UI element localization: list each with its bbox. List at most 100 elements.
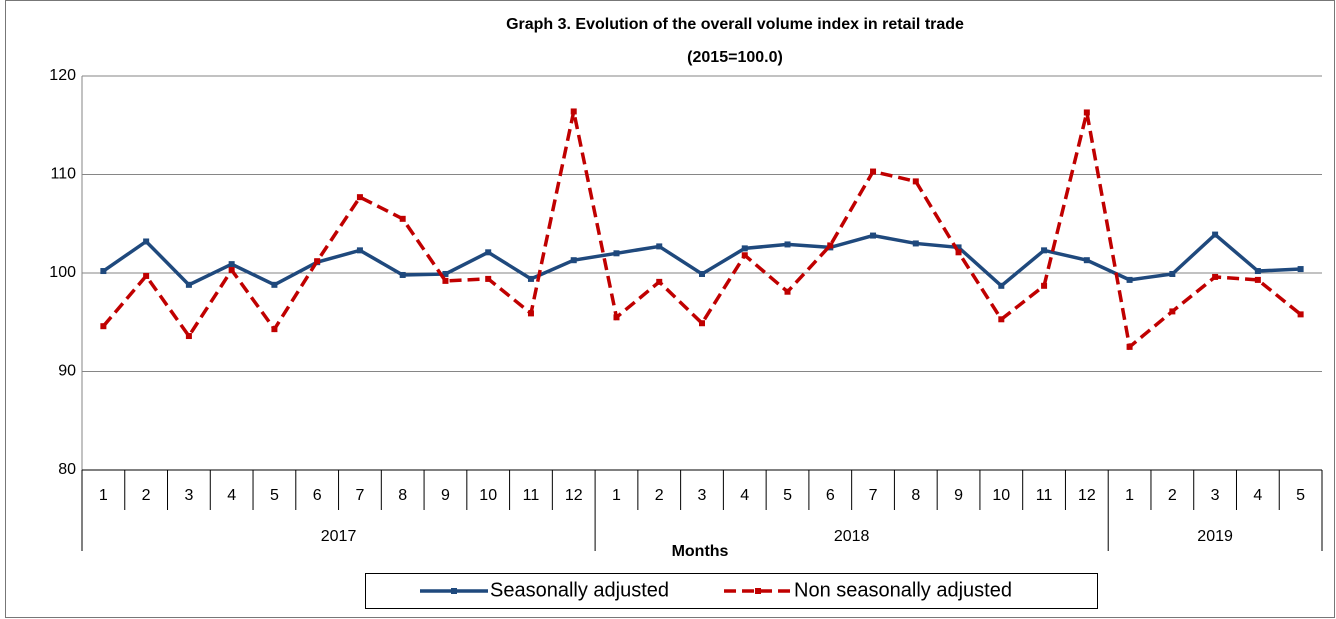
x-axis-label: Months — [672, 543, 729, 560]
x-tick-label: 5 — [783, 487, 792, 504]
legend-marker — [755, 588, 762, 594]
data-point — [912, 240, 919, 247]
x-tick-label: 5 — [270, 487, 279, 504]
data-point — [784, 288, 791, 295]
x-tick-label: 8 — [398, 487, 407, 504]
data-point — [1212, 231, 1219, 238]
data-point — [699, 320, 705, 327]
data-point — [356, 247, 363, 254]
data-point — [741, 252, 748, 259]
data-point — [998, 282, 1005, 289]
data-point — [656, 278, 663, 285]
x-tick-label: 2 — [655, 487, 664, 504]
data-point — [185, 281, 192, 288]
data-point — [1254, 276, 1261, 283]
legend-label: Non seasonally adjusted — [794, 579, 1012, 601]
x-tick-label: 3 — [184, 487, 193, 504]
x-tick-label: 6 — [313, 487, 322, 504]
legend-marker — [451, 588, 457, 594]
data-point — [741, 245, 748, 252]
x-group-label: 2017 — [321, 528, 357, 545]
data-point — [613, 314, 620, 321]
data-point — [1169, 270, 1176, 277]
data-point — [955, 244, 962, 251]
x-tick-label: 7 — [869, 487, 878, 504]
x-tick-label: 3 — [698, 487, 707, 504]
x-tick-label: 2 — [1168, 487, 1177, 504]
legend-label: Seasonally adjusted — [490, 579, 669, 601]
x-tick-label: 5 — [1296, 487, 1305, 504]
x-tick-label: 11 — [523, 487, 540, 504]
x-group-label: 2018 — [834, 528, 870, 545]
data-point — [955, 249, 962, 256]
data-point — [314, 258, 321, 265]
data-point — [143, 238, 150, 245]
x-tick-label: 1 — [1125, 487, 1134, 504]
data-point — [1297, 311, 1304, 318]
x-tick-label: 9 — [954, 487, 963, 504]
data-point — [356, 194, 363, 201]
data-point — [1169, 308, 1176, 315]
x-tick-label: 8 — [911, 487, 920, 504]
x-group-label: 2019 — [1197, 528, 1233, 545]
data-point — [271, 326, 278, 333]
data-point — [100, 268, 107, 275]
data-point — [228, 267, 235, 274]
y-tick-label: 90 — [58, 363, 76, 380]
data-point — [143, 272, 150, 279]
chart-subtitle: (2015=100.0) — [687, 49, 783, 66]
x-tick-label: 12 — [1078, 487, 1096, 504]
data-point — [527, 310, 534, 317]
data-point — [228, 261, 235, 268]
data-point — [998, 316, 1005, 323]
data-point — [442, 277, 449, 284]
x-tick-label: 10 — [992, 487, 1010, 504]
x-tick-label: 4 — [1253, 487, 1262, 504]
data-point — [1254, 268, 1261, 275]
data-point — [570, 257, 577, 264]
data-point — [784, 241, 791, 248]
data-point — [485, 249, 492, 256]
data-point — [827, 242, 834, 249]
data-point — [1126, 276, 1133, 283]
data-point — [1041, 247, 1048, 254]
data-point — [399, 271, 406, 278]
chart-border — [5, 0, 1335, 618]
x-tick-label: 4 — [227, 487, 236, 504]
x-tick-label: 6 — [826, 487, 835, 504]
x-tick-label: 7 — [355, 487, 364, 504]
x-tick-label: 10 — [479, 487, 497, 504]
data-point — [271, 281, 278, 288]
y-tick-label: 80 — [58, 461, 76, 478]
data-point — [656, 243, 663, 250]
x-tick-label: 4 — [740, 487, 749, 504]
data-point — [699, 270, 705, 277]
data-point — [442, 270, 449, 277]
x-tick-label: 3 — [1211, 487, 1220, 504]
data-point — [570, 108, 577, 115]
data-point — [527, 275, 534, 282]
x-tick-label: 1 — [99, 487, 108, 504]
data-point — [485, 275, 492, 282]
data-point — [1041, 282, 1048, 289]
data-point — [1297, 266, 1304, 273]
x-tick-label: 9 — [441, 487, 450, 504]
data-point — [912, 178, 919, 185]
data-point — [1126, 343, 1133, 350]
x-tick-label: 12 — [565, 487, 583, 504]
data-point — [399, 215, 406, 222]
data-point — [1083, 257, 1090, 264]
x-tick-label: 1 — [612, 487, 621, 504]
x-tick-label: 2 — [142, 487, 151, 504]
series-line — [102, 111, 1302, 351]
x-tick-label: 11 — [1036, 487, 1053, 504]
y-tick-label: 100 — [49, 264, 76, 281]
data-point — [870, 232, 877, 239]
data-point — [185, 333, 192, 340]
data-point — [1083, 109, 1090, 116]
data-point — [100, 323, 107, 330]
data-point — [613, 250, 620, 257]
y-tick-label: 110 — [50, 166, 76, 183]
chart-title: Graph 3. Evolution of the overall volume… — [506, 16, 964, 33]
